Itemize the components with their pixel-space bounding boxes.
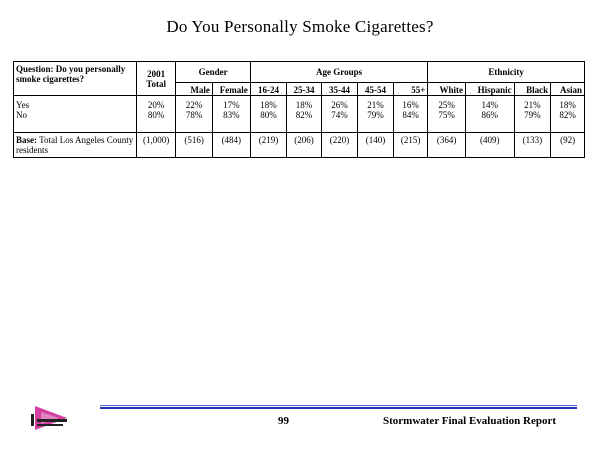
footer-rule (100, 407, 577, 409)
cell-value: 82% (559, 110, 576, 120)
row-labels: Yes No (13, 95, 137, 133)
report-name: Stormwater Final Evaluation Report (383, 415, 557, 427)
cell-value: 21% (524, 100, 541, 110)
base-value: (516) (175, 132, 213, 158)
cell-value: 21% (367, 100, 384, 110)
value-cell: 14% 86% (464, 95, 515, 133)
col-header: 35-44 (320, 82, 359, 96)
survey-table: Question: Do you personally smoke cigare… (13, 61, 585, 158)
base-value: (219) (249, 132, 288, 158)
col-header: Hispanic (464, 82, 515, 96)
page-number: 99 (278, 415, 289, 427)
col-header: Female (211, 82, 251, 96)
cell-value: 20% (147, 100, 165, 110)
value-cell: 21% 79% (513, 95, 552, 133)
header-row-groups: Question: Do you personally smoke cigare… (13, 61, 585, 96)
base-value: (484) (211, 132, 251, 158)
header-row-columns: Male Female 16-24 25-34 35-44 45-54 55+ … (14, 82, 585, 96)
cell-value: 80% (260, 110, 277, 120)
group-header-age: Age Groups (249, 61, 429, 83)
col-header: White (427, 82, 466, 96)
col-header: Male (175, 82, 213, 96)
cell-value: 25% (438, 100, 455, 110)
base-value: (133) (513, 132, 552, 158)
cell-value: 74% (331, 110, 348, 120)
row-label-yes: Yes (16, 100, 30, 110)
value-cell: 18% 82% (550, 95, 585, 133)
page-title: Do You Personally Smoke Cigarettes? (166, 17, 434, 36)
question-cell: Question: Do you personally smoke cigare… (13, 61, 137, 96)
value-cell: 25% 75% (427, 95, 466, 133)
col-header: 16-24 (249, 82, 288, 96)
cell-value: 75% (438, 110, 455, 120)
cell-value: 22% (185, 100, 203, 110)
value-cell: 17% 83% (211, 95, 251, 133)
cell-value: 18% (260, 100, 277, 110)
cell-value: 78% (185, 110, 203, 120)
cell-value: 83% (223, 110, 240, 120)
value-cell: 18% 80% (249, 95, 288, 133)
footer-rule (100, 405, 577, 406)
cell-value: 14% (481, 100, 499, 110)
group-header-ethnicity: Ethnicity (427, 61, 585, 83)
row-label-no: No (16, 110, 27, 120)
col-header: 25-34 (286, 82, 322, 96)
cell-value: 16% (402, 100, 419, 110)
cell-value: 17% (223, 100, 240, 110)
cell-value: 26% (331, 100, 348, 110)
question-label: Question: (16, 64, 54, 74)
base-value: (92) (550, 132, 585, 158)
cell-value: 82% (295, 110, 313, 120)
agency-logo-icon (27, 404, 79, 432)
cell-value: 18% (559, 100, 576, 110)
base-total: (1,000) (135, 132, 177, 158)
base-text: Total Los Angeles County residents (16, 135, 134, 155)
total-values: 20% 80% (135, 95, 177, 133)
value-cell: 26% 74% (320, 95, 359, 133)
value-cell: 18% 82% (286, 95, 322, 133)
base-value: (140) (357, 132, 394, 158)
cell-value: 79% (524, 110, 541, 120)
cell-value: 84% (402, 110, 419, 120)
base-label-cell: Base: Total Los Angeles County residents (13, 132, 137, 158)
col-header: 45-54 (357, 82, 394, 96)
base-value: (206) (286, 132, 322, 158)
value-cell: 16% 84% (392, 95, 429, 133)
cell-value: 18% (295, 100, 313, 110)
total-header: 2001 Total (135, 61, 177, 96)
value-cell: 22% 78% (175, 95, 213, 133)
cell-value: 86% (481, 110, 499, 120)
cell-value: 80% (147, 110, 165, 120)
col-header: Black (513, 82, 552, 96)
base-value: (364) (427, 132, 466, 158)
base-label: Base: (16, 135, 37, 145)
base-value: (220) (320, 132, 359, 158)
group-header-gender: Gender (175, 61, 251, 83)
cell-value: 79% (367, 110, 384, 120)
base-row: Base: Total Los Angeles County residents… (13, 132, 585, 158)
col-header: 55+ (392, 82, 429, 96)
value-cell: 21% 79% (357, 95, 394, 133)
col-header: Asian (550, 82, 585, 96)
base-value: (409) (464, 132, 515, 158)
base-value: (215) (392, 132, 429, 158)
question-text: Do you personally smoke cigarettes? (16, 64, 126, 84)
data-row-yes-no: Yes No 20% 80% 22% 78% 17% 83% 18% 80% 18% 8… (13, 95, 585, 133)
